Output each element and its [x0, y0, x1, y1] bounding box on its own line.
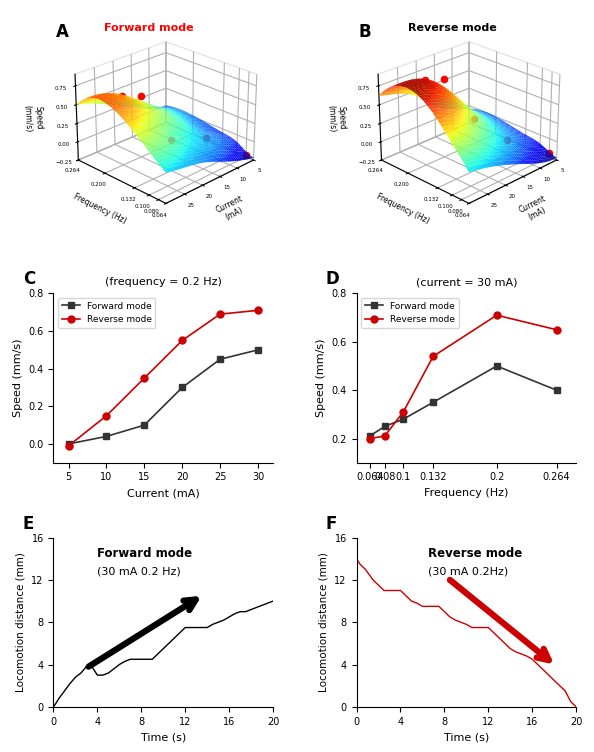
Y-axis label: Frequency (Hz): Frequency (Hz) — [72, 193, 128, 226]
X-axis label: Current
(mA): Current (mA) — [517, 194, 552, 224]
Reverse mode — [366, 434, 373, 443]
Reverse mode — [103, 411, 110, 420]
Text: (30 mA 0.2Hz): (30 mA 0.2Hz) — [428, 566, 508, 577]
Reverse mode — [553, 325, 560, 334]
Y-axis label: Locomotion distance (mm): Locomotion distance (mm) — [16, 552, 26, 692]
Text: (30 mA 0.2 Hz): (30 mA 0.2 Hz) — [97, 566, 181, 577]
Text: B: B — [359, 23, 371, 41]
X-axis label: Time (s): Time (s) — [141, 732, 186, 742]
X-axis label: Frequency (Hz): Frequency (Hz) — [424, 488, 508, 498]
X-axis label: Time (s): Time (s) — [444, 732, 489, 742]
Reverse mode — [254, 306, 261, 315]
Forward mode — [179, 383, 186, 392]
Reverse mode — [493, 311, 500, 320]
Forward mode — [254, 345, 261, 354]
Text: E: E — [23, 514, 34, 532]
Legend: Forward mode, Reverse mode: Forward mode, Reverse mode — [58, 298, 156, 328]
Line: Forward mode: Forward mode — [366, 362, 560, 440]
Forward mode — [400, 414, 407, 423]
Reverse mode — [429, 352, 437, 361]
Text: Reverse mode: Reverse mode — [407, 23, 497, 32]
Forward mode — [366, 432, 373, 441]
Y-axis label: Speed (mm/s): Speed (mm/s) — [13, 339, 23, 417]
Reverse mode — [179, 336, 186, 345]
Reverse mode — [65, 441, 72, 450]
Text: A: A — [55, 23, 68, 41]
Reverse mode — [381, 432, 388, 441]
Y-axis label: Frequency (Hz): Frequency (Hz) — [375, 193, 431, 226]
Title: (frequency = 0.2 Hz): (frequency = 0.2 Hz) — [105, 277, 222, 287]
Legend: Forward mode, Reverse mode: Forward mode, Reverse mode — [361, 298, 459, 328]
Forward mode — [141, 420, 148, 429]
Line: Reverse mode: Reverse mode — [65, 307, 261, 449]
Title: (current = 30 mA): (current = 30 mA) — [416, 277, 517, 287]
Text: Forward mode: Forward mode — [97, 547, 192, 559]
Text: Forward mode: Forward mode — [105, 23, 194, 32]
Forward mode — [216, 355, 223, 364]
X-axis label: Current (mA): Current (mA) — [127, 488, 200, 498]
Forward mode — [493, 362, 500, 371]
Forward mode — [65, 439, 72, 448]
Text: D: D — [326, 271, 340, 288]
X-axis label: Current
(mA): Current (mA) — [214, 194, 249, 224]
Reverse mode — [141, 374, 148, 383]
Forward mode — [553, 386, 560, 395]
Line: Reverse mode: Reverse mode — [366, 312, 560, 442]
Text: C: C — [23, 271, 35, 288]
Y-axis label: Locomotion distance (mm): Locomotion distance (mm) — [319, 552, 329, 692]
Forward mode — [429, 398, 437, 407]
Forward mode — [103, 432, 110, 441]
Text: Reverse mode: Reverse mode — [428, 547, 522, 559]
Reverse mode — [400, 408, 407, 417]
Text: F: F — [326, 514, 337, 532]
Forward mode — [381, 422, 388, 431]
Reverse mode — [216, 310, 223, 319]
Line: Forward mode: Forward mode — [65, 347, 261, 447]
Y-axis label: Speed (mm/s): Speed (mm/s) — [316, 339, 326, 417]
